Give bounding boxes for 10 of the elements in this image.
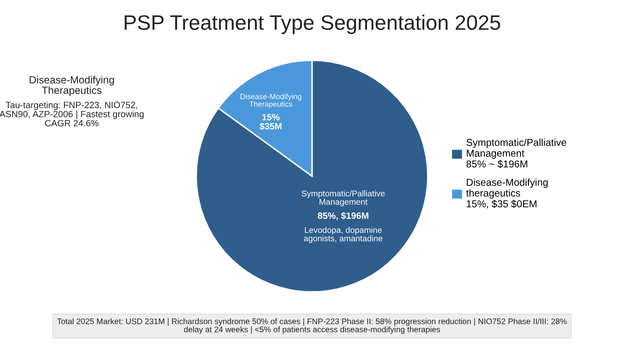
text: Total 2025 Market: USD 231M | Richardson syndrome 50% of cases | FNP-223 Phase II: 58% progression reduction | NIO752 Phase II/III: 28% delay at 24 weeks | <5% of patients access disease-modifying therapies: [57, 318, 567, 334]
text: 85%, $196M: [318, 212, 368, 220]
pie-slice: [196, 60, 428, 293]
text: 15% $35M: [260, 114, 282, 130]
chart-title: PSP Treatment Type Segmentation 2025: [124, 14, 500, 34]
text: Symptomatic/Palliative Management: [302, 190, 385, 206]
text: Disease-Modifying Therapeutics: [30, 76, 114, 96]
legend-label: Disease-Modifying therageutics 15%, $35 $0EM: [466, 178, 548, 209]
legend-label: Symptomatic/Palliative Management 85% ~ $196M: [466, 138, 566, 168]
text: Levodopa, dopamine agonists, amantadine: [304, 226, 382, 243]
